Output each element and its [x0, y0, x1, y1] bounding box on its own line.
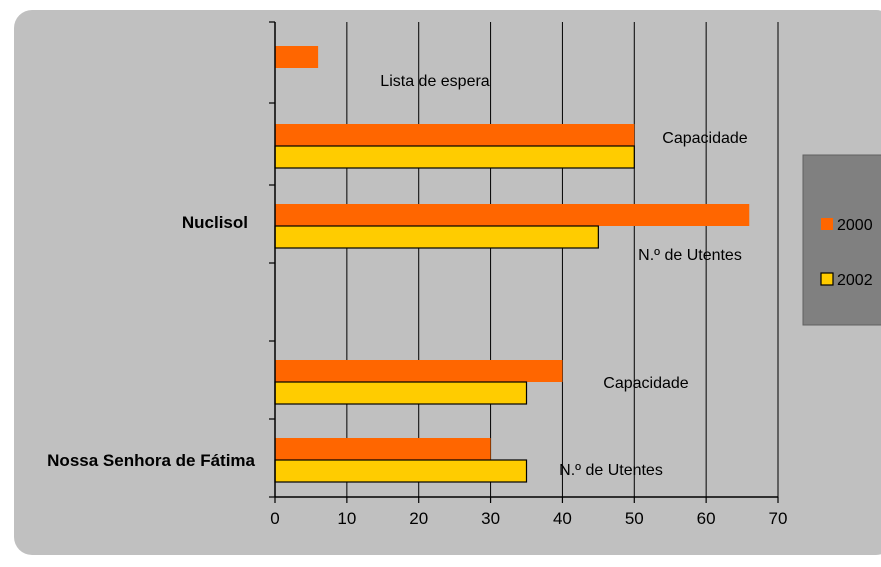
row-label: Capacidade [603, 375, 689, 392]
legend-swatch [821, 218, 833, 230]
x-tick-label: 20 [409, 509, 428, 528]
bar-2000 [275, 204, 750, 226]
bar-2000 [275, 124, 635, 146]
bar-2000 [275, 360, 563, 382]
bar-2002 [274, 381, 528, 405]
bar-2000 [275, 438, 491, 460]
bar-2000 [275, 46, 319, 68]
row-label: N.º de Utentes [559, 462, 663, 479]
row-label: Lista de espera [380, 73, 490, 90]
x-tick-label: 30 [481, 509, 500, 528]
group-label: Nuclisol [182, 213, 248, 232]
bar-2002 [274, 459, 528, 483]
x-tick-label: 40 [553, 509, 572, 528]
bar-2002 [274, 145, 635, 169]
x-tick-label: 70 [769, 509, 788, 528]
x-tick-label: 10 [337, 509, 356, 528]
row-label: N.º de Utentes [638, 247, 742, 264]
x-tick-label: 50 [625, 509, 644, 528]
plot-area [275, 22, 778, 497]
group-label: Nossa Senhora de Fátima [47, 451, 255, 470]
x-tick-label: 60 [697, 509, 716, 528]
legend-box [802, 154, 881, 326]
x-tick-label: 0 [270, 509, 279, 528]
row-label: Capacidade [662, 130, 748, 147]
legend-swatch [820, 272, 834, 286]
bar-2002 [274, 225, 599, 249]
legend-label: 2002 [837, 272, 873, 289]
legend-label: 2000 [837, 217, 873, 234]
